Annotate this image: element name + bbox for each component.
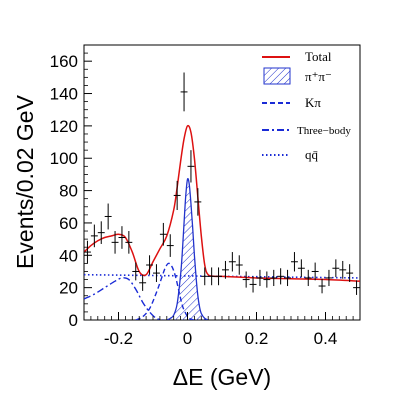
legend-label-qqbar: qq̄ [305,147,319,162]
data-point [159,222,167,246]
y-tick-label: 120 [50,117,78,136]
data-point [104,203,112,230]
data-point [222,260,229,279]
data-point [353,280,360,295]
series-Three−body [84,277,164,320]
y-tick-label: 160 [50,52,78,71]
data-point [118,226,126,249]
y-tick-label: 140 [50,85,78,104]
y-tick-label: 20 [59,279,78,298]
data-point [153,264,160,282]
data-point [256,269,264,287]
y-axis-title: Events/0.02 GeV [12,94,38,269]
pipi-hatched-area [166,178,209,320]
legend-swatch-pipi [263,67,291,85]
x-axis-title: ΔE (GeV) [173,364,271,390]
legend-label-kpi: Kπ [305,95,321,110]
legend-label-three-body: Three−body [297,125,351,137]
data-point [311,262,319,281]
curves-layer [84,124,360,320]
data-point [180,72,188,112]
x-tick-label: -0.2 [104,329,133,348]
data-point [304,269,312,287]
data-point [194,188,202,216]
x-tick-label: 0.2 [245,329,269,348]
data-point [284,269,291,287]
data-point [97,221,105,244]
data-point [132,262,140,281]
y-tick-label: 80 [59,182,78,201]
data-point [332,259,340,278]
axes-layer: -0.2 0 0.2 0.4 0 20 40 60 80 100 120 140 160 [50,52,354,348]
data-point [215,267,222,286]
data-point [263,271,271,288]
data-point [166,234,174,257]
data-point [291,252,298,272]
y-tick-label: 60 [59,214,78,233]
data-point [249,276,257,293]
data-point [346,264,354,282]
y-tick-label: 0 [69,311,78,330]
data-point [139,274,147,291]
data-point [146,255,153,275]
data-point [297,259,305,278]
legend-label-pipi: π⁺π⁻ [305,69,332,84]
legend: Total π⁺π⁻ Kπ Three−body qq̄ [262,49,351,162]
data-point [111,231,119,254]
data-point [173,180,181,210]
legend-label-total: Total [305,49,332,64]
data-point [242,271,250,288]
y-tick-label: 100 [50,149,78,168]
data-point [84,240,91,264]
data-point [270,269,278,287]
data-point [318,278,326,294]
x-tick-label: 0 [183,329,192,348]
data-points-layer [84,72,360,295]
series-π⁺π⁻ [166,178,209,320]
y-tick-label: 40 [59,246,78,265]
data-point [339,260,347,279]
data-point [228,252,236,272]
data-point [208,267,216,286]
data-point [90,224,98,248]
series-Total [84,124,360,282]
data-point [277,268,285,285]
series-Kπ [135,262,195,320]
data-point [187,150,195,183]
data-point [125,231,133,254]
data-point [325,269,333,287]
data-point [201,267,209,286]
x-tick-label: 0.4 [314,329,338,348]
data-point [235,255,243,275]
